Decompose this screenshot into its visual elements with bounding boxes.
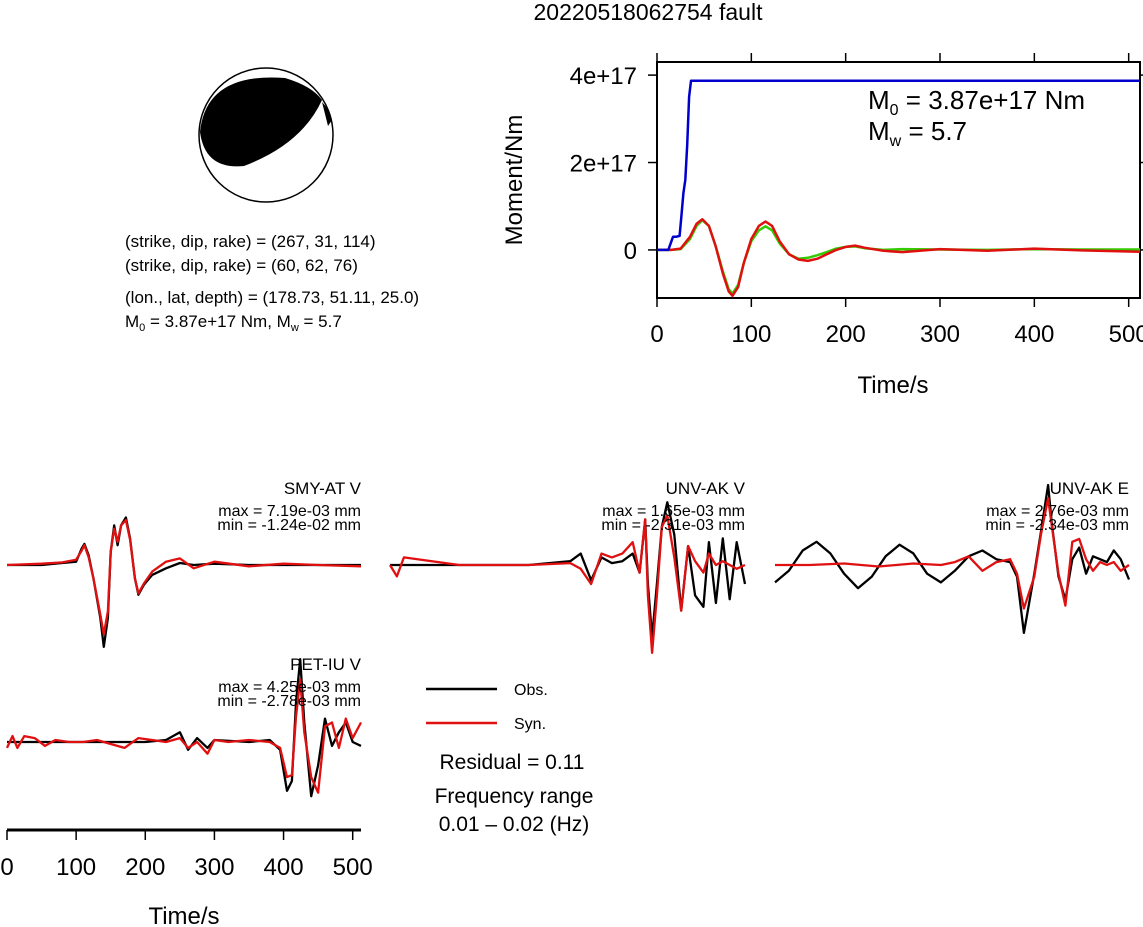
legend-syn-label: Syn. [514, 716, 546, 733]
moment-x-tick-label: 300 [920, 321, 960, 348]
station-min: min = -1.24e-02 mm [217, 517, 361, 534]
station-max: max = 1.65e-03 mm [602, 503, 745, 520]
station-min: min = -2.31e-03 mm [601, 517, 745, 534]
trace-syn [5, 678, 363, 794]
station-min: min = -2.34e-03 mm [985, 517, 1129, 534]
frequency-title: Frequency range [435, 785, 594, 808]
waveform-time-axis: Time/s 0 100 200 300 400 500 [0, 828, 373, 927]
moment-plot-frame [656, 61, 1141, 299]
moment-y-axis-label: Moment/Nm [501, 115, 528, 246]
moment-y-tick-label: 2e+17 [570, 151, 637, 178]
moment-x-tick-label: 400 [1014, 321, 1054, 348]
waveform-x-axis-label: Time/s [148, 903, 219, 927]
moment-x-tick-label: 0 [650, 321, 663, 348]
station-max: max = 7.19e-03 mm [218, 503, 361, 520]
figure-title: 20220518062754 fault [534, 0, 764, 25]
moment-y-tick-label: 4e+17 [570, 63, 637, 90]
beachball [198, 67, 334, 203]
nodal-plane-1: (strike, dip, rake) = (267, 31, 114) [125, 232, 376, 251]
station-label: UNV-AK V [666, 479, 746, 498]
moment-m0-label: M0 = 3.87e+17 Nm [868, 85, 1085, 119]
station-min: min = -2.78e-03 mm [217, 693, 361, 710]
trace-obs [774, 483, 1131, 635]
waveform-x-tick-label: 500 [333, 854, 373, 881]
waveform-x-tick-label: 400 [264, 854, 304, 881]
waveform-x-tick-label: 300 [194, 854, 234, 881]
moment-series-syn [657, 218, 1141, 298]
trace-syn [775, 497, 1130, 610]
waveform-x-tick-label: 100 [56, 854, 96, 881]
station-label: SMY-AT V [284, 479, 362, 498]
compression-quadrant [200, 77, 322, 167]
moment-line: M0 = 3.87e+17 Nm, Mw = 5.7 [125, 312, 342, 334]
trace-syn [389, 514, 746, 654]
moment-series-rate_green [657, 218, 1140, 295]
frequency-value: 0.01 – 0.02 (Hz) [439, 813, 590, 836]
trace-obs [7, 657, 362, 798]
moment-chart: 0 100 200 300 400 500 0 2e+17 4e+17 M0 = 3.87e+1… [501, 53, 1143, 399]
residual-text: Residual = 0.11 [440, 751, 585, 774]
moment-series-moment [657, 79, 1140, 252]
moment-x-axis-label: Time/s [857, 372, 928, 399]
nodal-plane-2: (strike, dip, rake) = (60, 62, 76) [125, 256, 358, 275]
legend: Obs. Syn. Residual = 0.11 Frequency rang… [426, 682, 593, 836]
station-max: max = 4.25e-03 mm [218, 679, 361, 696]
waveform-x-tick-label: 0 [0, 854, 13, 881]
station-label: PET-IU V [290, 655, 362, 674]
trace-syn [6, 518, 362, 636]
moment-mw-label: Mw = 5.7 [868, 116, 967, 150]
legend-obs-label: Obs. [514, 682, 548, 699]
moment-x-tick-label: 500 [1109, 321, 1143, 348]
moment-x-tick-label: 200 [826, 321, 866, 348]
station-max: max = 2.76e-03 mm [986, 503, 1129, 520]
moment-y-tick-label: 0 [624, 238, 637, 265]
location-line: (lon., lat, depth) = (178.73, 51.11, 25.… [125, 288, 419, 307]
station-label: UNV-AK E [1050, 479, 1129, 498]
waveform-x-tick-label: 200 [125, 854, 165, 881]
moment-x-tick-label: 100 [731, 321, 771, 348]
compression-edge [322, 102, 332, 126]
trace-obs [7, 516, 361, 648]
